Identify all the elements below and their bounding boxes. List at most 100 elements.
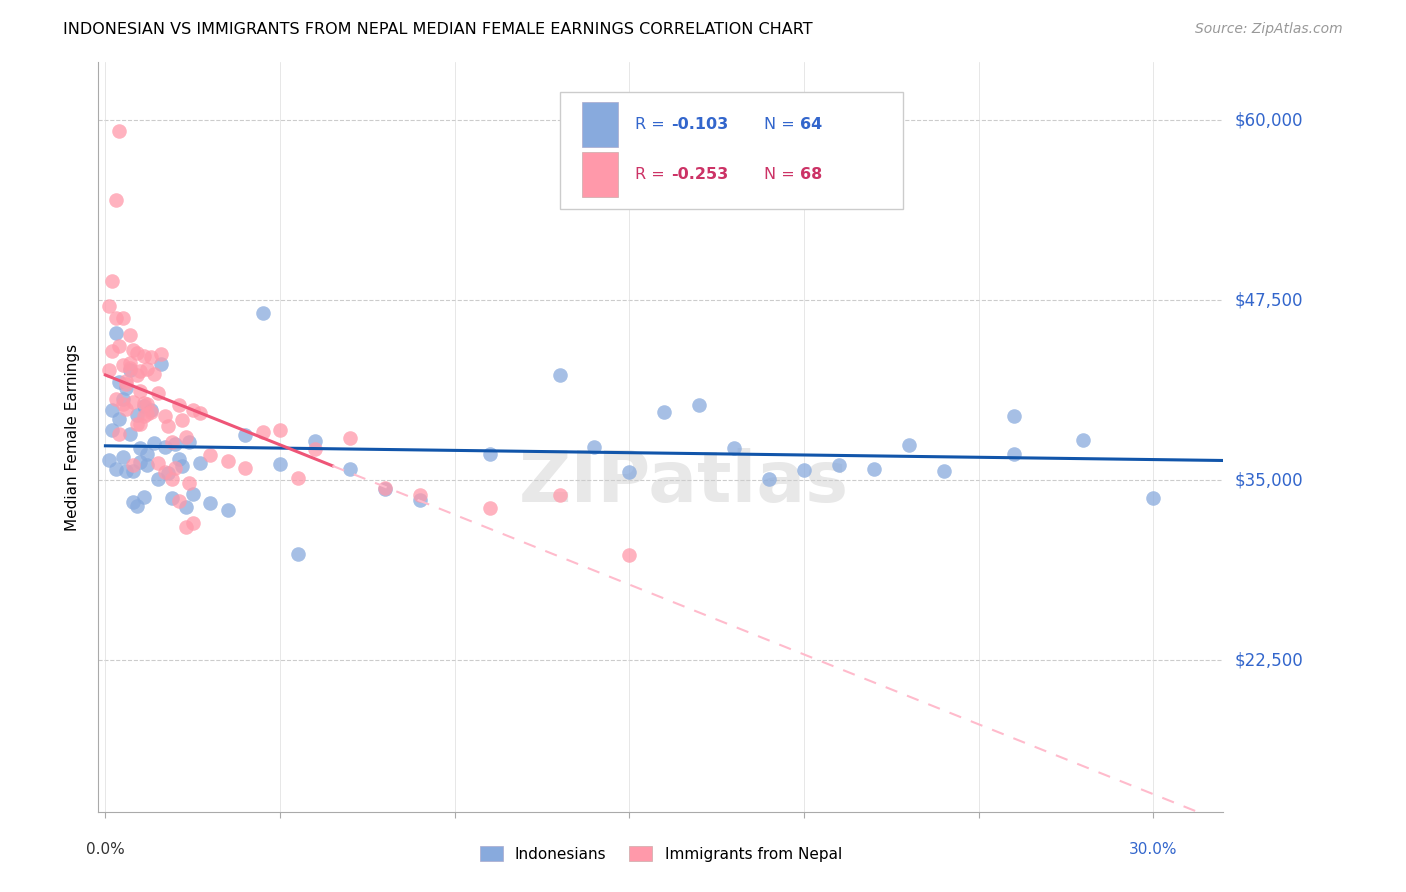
Point: [252, 425, 274, 440]
Point: [200, 496, 222, 510]
Point: [897, 438, 920, 452]
Point: [146, 385, 169, 400]
Point: [136, 447, 159, 461]
Point: [167, 452, 190, 467]
Point: [863, 462, 886, 476]
Point: [828, 458, 851, 473]
Point: [118, 363, 141, 377]
Point: [118, 427, 141, 442]
Point: [157, 466, 180, 480]
Point: [287, 471, 309, 485]
Point: [143, 436, 166, 450]
Point: [139, 350, 162, 364]
Point: [304, 434, 326, 448]
Point: [932, 465, 955, 479]
Point: [101, 274, 124, 288]
Point: [217, 503, 239, 517]
Point: [129, 417, 152, 431]
Text: -0.253: -0.253: [671, 168, 728, 182]
Point: [233, 427, 256, 442]
Point: [115, 381, 138, 395]
Point: [125, 417, 148, 432]
Point: [252, 306, 274, 320]
Point: [132, 409, 155, 423]
Text: N =: N =: [765, 168, 800, 182]
Text: 68: 68: [800, 168, 823, 182]
Text: INDONESIAN VS IMMIGRANTS FROM NEPAL MEDIAN FEMALE EARNINGS CORRELATION CHART: INDONESIAN VS IMMIGRANTS FROM NEPAL MEDI…: [63, 22, 813, 37]
Point: [101, 344, 124, 359]
Point: [136, 407, 159, 421]
Point: [1073, 433, 1095, 447]
Point: [160, 491, 183, 505]
Point: [153, 440, 176, 454]
Point: [287, 547, 309, 561]
Point: [478, 447, 501, 461]
Point: [181, 516, 204, 530]
Point: [339, 461, 361, 475]
Point: [111, 359, 134, 373]
Point: [108, 375, 131, 389]
Point: [652, 405, 675, 419]
Point: [132, 350, 155, 364]
Point: [129, 455, 152, 469]
Point: [115, 374, 138, 388]
Text: R =: R =: [636, 117, 669, 132]
Point: [122, 395, 145, 409]
Point: [174, 500, 197, 514]
Point: [104, 310, 127, 325]
Point: [181, 403, 204, 417]
FancyBboxPatch shape: [560, 93, 903, 209]
Point: [619, 548, 641, 562]
Point: [174, 430, 197, 444]
Point: [108, 426, 131, 441]
Point: [1002, 409, 1025, 423]
Point: [153, 466, 176, 480]
Point: [132, 396, 155, 410]
Text: -0.103: -0.103: [671, 117, 728, 132]
Point: [1002, 447, 1025, 461]
Point: [179, 435, 201, 450]
Point: [409, 493, 432, 508]
Point: [146, 472, 169, 486]
Point: [304, 442, 326, 456]
Point: [125, 346, 148, 360]
Point: [548, 488, 571, 502]
Y-axis label: Median Female Earnings: Median Female Earnings: [65, 343, 80, 531]
Point: [374, 482, 396, 496]
Point: [181, 487, 204, 501]
Point: [111, 397, 134, 411]
Text: R =: R =: [636, 168, 669, 182]
Point: [269, 457, 291, 471]
Point: [233, 460, 256, 475]
Text: N =: N =: [765, 117, 800, 132]
Point: [125, 408, 148, 422]
Point: [1142, 491, 1164, 506]
Point: [160, 472, 183, 486]
Point: [136, 458, 159, 472]
Point: [172, 412, 194, 426]
Point: [688, 398, 710, 412]
Point: [758, 472, 780, 486]
Point: [188, 406, 211, 420]
Point: [118, 356, 141, 370]
Bar: [582, 103, 619, 147]
Point: [111, 392, 134, 407]
Point: [174, 520, 197, 534]
Point: [165, 437, 187, 451]
Point: [619, 465, 641, 479]
Point: [136, 397, 159, 411]
Point: [115, 464, 138, 478]
Point: [339, 431, 361, 445]
Point: [583, 440, 606, 454]
Point: [139, 403, 162, 417]
Point: [548, 368, 571, 383]
Point: [108, 412, 131, 426]
Point: [118, 361, 141, 376]
Point: [217, 454, 239, 468]
Point: [188, 457, 211, 471]
Point: [167, 398, 190, 412]
Point: [157, 419, 180, 434]
Point: [118, 328, 141, 343]
Point: [115, 401, 138, 416]
Point: [129, 441, 152, 455]
